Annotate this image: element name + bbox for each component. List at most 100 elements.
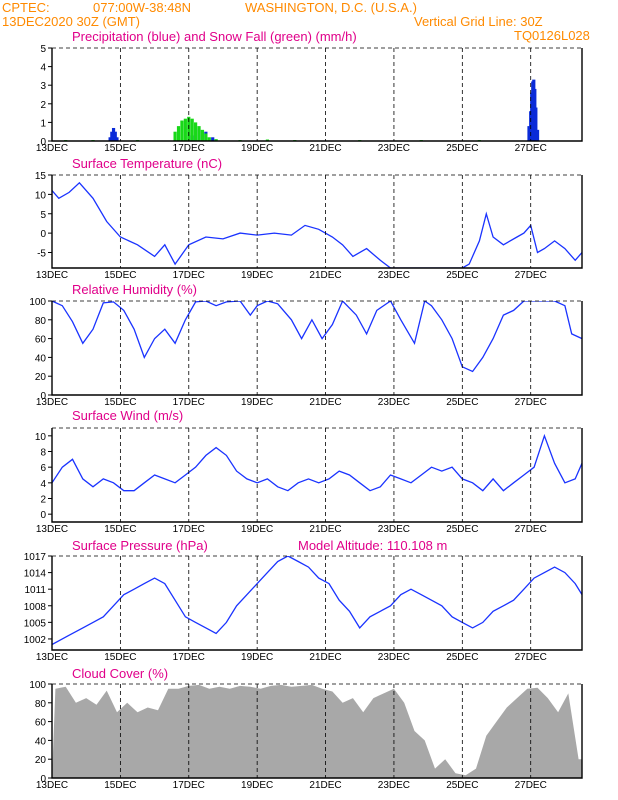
pressure-series-line [52,556,582,646]
humidity-ytick-label-2: 40 [35,353,47,364]
humidity-xtick-label-3: 19DEC [241,397,273,408]
cloud_cover-xtick-label-0: 13DEC [36,780,68,791]
temperature-xtick-label-7: 27DEC [515,270,547,281]
pressure-xtick-label-4: 21DEC [309,652,341,663]
humidity-ytick-label-1: 20 [35,372,47,383]
temperature-xtick-label-0: 13DEC [36,270,68,281]
temperature-xtick-label-3: 19DEC [241,270,273,281]
cloud_cover-area [52,684,582,778]
header-location: WASHINGTON, D.C. (U.S.A.) [245,0,417,15]
temperature-ytick-label-0: -5 [37,249,46,260]
precipitation-bar-1-9 [194,122,198,141]
precipitation-bar-1-8 [190,118,194,141]
cloud_cover-xtick-label-1: 15DEC [104,780,136,791]
wind-xtick-label-4: 21DEC [309,524,341,535]
precipitation-xtick-label-4: 21DEC [309,143,341,154]
temperature-ytick-label-1: 0 [40,229,46,240]
header-source: CPTEC: [2,0,50,15]
wind-xtick-label-7: 27DEC [515,524,547,535]
precipitation-ytick-label-0: 0 [40,137,46,148]
wind-xtick-label-5: 23DEC [378,524,410,535]
pressure-xtick-label-5: 23DEC [378,652,410,663]
pressure-xtick-label-3: 19DEC [241,652,273,663]
humidity-xtick-label-0: 13DEC [36,397,68,408]
precipitation-ytick-label-2: 2 [40,100,46,111]
precipitation-bar-0-2 [111,127,116,141]
wind-frame [51,428,583,523]
cloud_cover-xtick-label-2: 17DEC [173,780,205,791]
pressure-ytick-label-3: 1011 [24,585,46,596]
humidity-ytick-label-4: 80 [35,316,47,327]
pressure-annotation: Model Altitude: 110.108 m [298,538,447,553]
precipitation-bar-1-6 [183,118,187,141]
precipitation-bar-1-5 [180,120,184,141]
humidity-xtick-label-1: 15DEC [104,397,136,408]
temperature-xtick-label-2: 17DEC [173,270,205,281]
wind-ytick-label-0: 0 [40,510,46,521]
precipitation-xtick-label-5: 23DEC [378,143,410,154]
cloud_cover-xtick-label-5: 23DEC [378,780,410,791]
header-product-code: TQ0126L028 [514,28,590,43]
pressure-ytick-label-5: 1017 [24,552,47,563]
precipitation-xtick-label-1: 15DEC [104,143,136,154]
cloud_cover-ytick-label-4: 80 [35,699,47,710]
pressure-title: Surface Pressure (hPa) [72,538,208,553]
precipitation-ytick-label-5: 5 [40,44,46,55]
precipitation-bar-0-8 [211,137,215,141]
humidity-series-line [52,301,582,373]
temperature-ytick-label-3: 10 [35,190,47,201]
precipitation-bar-0-3 [113,131,117,141]
temperature-ytick-label-4: 15 [35,171,47,182]
humidity-xtick-label-4: 21DEC [309,397,341,408]
wind-ytick-label-5: 10 [35,432,47,443]
wind-xtick-label-0: 13DEC [36,524,68,535]
precipitation-ytick-label-1: 1 [40,118,46,129]
humidity-xtick-label-2: 17DEC [173,397,205,408]
header-run: 13DEC2020 30Z (GMT) [2,14,140,29]
temperature-frame [51,175,583,269]
precipitation-bar-0-1 [110,131,114,141]
cloud_cover-xtick-label-6: 25DEC [446,780,478,791]
wind-ytick-label-4: 8 [40,448,46,459]
precipitation-bar-0-4 [115,137,119,141]
precipitation-bar-1-14 [214,139,218,141]
precipitation-bar-1-4 [176,126,181,141]
wind-xtick-label-2: 17DEC [173,524,205,535]
cloud_cover-ytick-label-0: 0 [40,774,46,785]
precipitation-bar-1-12 [204,133,208,141]
wind-title: Surface Wind (m/s) [72,408,183,423]
precipitation-bar-1-10 [197,126,201,141]
header-grid-note: Vertical Grid Line: 30Z [414,14,543,29]
precipitation-bar-0-16 [535,129,540,141]
humidity-xtick-label-5: 23DEC [378,397,410,408]
wind-ytick-label-3: 6 [40,463,46,474]
cloud_cover-xtick-label-4: 21DEC [309,780,341,791]
pressure-ytick-label-0: 1002 [24,635,47,646]
humidity-title: Relative Humidity (%) [72,282,197,297]
cloud_cover-xtick-label-3: 19DEC [241,780,273,791]
humidity-ytick-label-5: 100 [29,297,46,308]
pressure-frame [51,556,583,651]
pressure-ytick-label-2: 1008 [24,602,47,613]
humidity-xtick-label-7: 27DEC [515,397,547,408]
temperature-series-line [52,181,582,268]
temperature-xtick-label-6: 25DEC [446,270,478,281]
cloud_cover-ytick-label-5: 100 [29,680,46,691]
temperature-xtick-label-5: 23DEC [378,270,410,281]
pressure-xtick-label-7: 27DEC [515,652,547,663]
humidity-ytick-label-3: 60 [35,335,47,346]
pressure-xtick-label-0: 13DEC [36,652,68,663]
precipitation-ytick-label-3: 3 [40,81,46,92]
precipitation-bar-1-13 [207,137,211,141]
precipitation-frame [51,48,583,142]
wind-xtick-label-6: 25DEC [446,524,478,535]
precipitation-bar-0-9 [527,126,531,141]
humidity-xtick-label-6: 25DEC [446,397,478,408]
precipitation-bar-1-11 [200,129,205,141]
wind-ytick-label-2: 4 [40,479,46,490]
temperature-xtick-label-1: 15DEC [104,270,136,281]
wind-xtick-label-3: 19DEC [241,524,273,535]
humidity-frame [51,301,583,396]
wind-ytick-label-1: 2 [40,495,46,506]
